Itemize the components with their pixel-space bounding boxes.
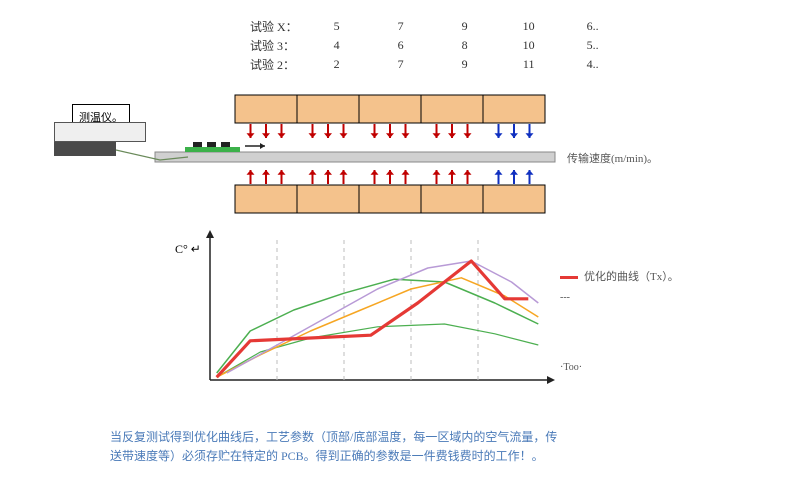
heat-arrow-head — [448, 133, 456, 138]
heat-arrow-head — [247, 170, 255, 175]
heater-zone-bottom — [235, 185, 297, 213]
pcb-chip — [193, 142, 202, 147]
heat-arrow-head — [340, 133, 348, 138]
heat-arrow-head — [386, 133, 394, 138]
conveyor-belt — [155, 152, 555, 162]
heat-arrow-head — [510, 170, 518, 175]
heat-arrow-head — [324, 170, 332, 175]
heater-zone-bottom — [359, 185, 421, 213]
chart-series-green — [217, 279, 539, 373]
heat-arrow-head — [278, 170, 286, 175]
chart-series-red — [217, 261, 529, 377]
heat-arrow-head — [464, 133, 472, 138]
heater-zone-top — [359, 95, 421, 123]
heat-arrow-head — [309, 170, 317, 175]
pcb-chip — [221, 142, 230, 147]
x-axis-arrow — [547, 376, 555, 384]
pcb-chip — [207, 142, 216, 147]
heat-arrow-head — [495, 170, 503, 175]
chart-marker: ·Too· — [560, 362, 582, 373]
heater-zone-bottom — [297, 185, 359, 213]
heat-arrow-head — [526, 133, 534, 138]
pcb-board — [185, 147, 240, 152]
heat-arrow-head — [247, 133, 255, 138]
heater-zone-top — [297, 95, 359, 123]
heat-arrow-head — [371, 133, 379, 138]
heater-zone-bottom — [483, 185, 545, 213]
heat-arrow-head — [262, 133, 270, 138]
heat-arrow-head — [433, 133, 441, 138]
heat-arrow-head — [262, 170, 270, 175]
y-axis-arrow — [206, 230, 214, 238]
heater-zone-top — [421, 95, 483, 123]
heater-zone-bottom — [421, 185, 483, 213]
heat-arrow-head — [309, 133, 317, 138]
heater-zone-top — [483, 95, 545, 123]
heat-arrow-head — [402, 133, 410, 138]
heat-arrow-head — [433, 170, 441, 175]
heat-arrow-head — [278, 133, 286, 138]
heat-arrow-head — [464, 170, 472, 175]
heat-arrow-head — [386, 170, 394, 175]
heat-arrow-head — [371, 170, 379, 175]
heat-arrow-head — [324, 133, 332, 138]
heat-arrow-head — [448, 170, 456, 175]
heat-arrow-head — [495, 133, 503, 138]
chart-series-orange — [217, 278, 539, 377]
chart-marker: --- — [560, 292, 570, 303]
heat-arrow-head — [526, 170, 534, 175]
chart-series-violet — [227, 261, 539, 373]
motion-arrow-head — [260, 143, 265, 149]
heat-arrow-head — [510, 133, 518, 138]
diagram-svg: --- ·Too· — [10, 10, 790, 490]
heat-arrow-head — [340, 170, 348, 175]
heat-arrow-head — [402, 170, 410, 175]
heater-zone-top — [235, 95, 297, 123]
